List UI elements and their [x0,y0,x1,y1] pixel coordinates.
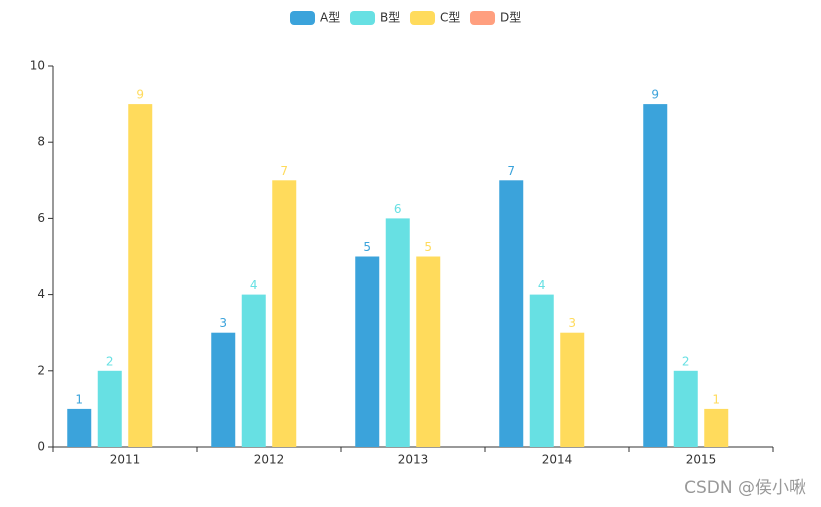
y-tick-label: 0 [37,440,45,454]
data-label: 1 [75,392,83,406]
data-label: 9 [651,88,659,102]
y-tick-label: 8 [37,135,45,149]
bar [643,104,668,447]
bar [272,180,297,448]
x-tick-label: 2012 [254,453,285,467]
bar [704,408,729,447]
legend-label: D型 [500,11,521,25]
y-tick-label: 10 [30,59,45,73]
y-tick-label: 6 [37,211,45,225]
bar [128,104,153,447]
bar [211,332,236,447]
y-tick-label: 2 [37,363,45,377]
watermark: CSDN @侯小啾 [684,478,806,498]
bar [416,256,441,447]
x-tick-label: 2013 [398,453,429,467]
bar [67,408,92,447]
y-tick-label: 4 [37,287,45,301]
legend-swatch [410,11,435,25]
data-label: 4 [538,278,546,292]
legend-swatch [350,11,375,25]
bar [560,332,585,447]
bar [499,180,524,448]
data-label: 5 [424,240,432,254]
x-tick-label: 2014 [542,453,573,467]
data-label: 4 [250,278,258,292]
data-label: 3 [568,316,576,330]
data-label: 7 [280,164,288,178]
x-tick-label: 2011 [110,453,141,467]
data-label: 9 [136,88,144,102]
legend-swatch [470,11,495,25]
data-label: 7 [507,164,515,178]
legend-label: A型 [320,11,340,25]
data-label: 2 [682,354,690,368]
bar [355,256,380,447]
data-label: 5 [363,240,371,254]
legend-swatch [290,11,315,25]
data-label: 2 [106,354,114,368]
legend-label: B型 [380,11,400,25]
bar [241,294,266,447]
bar [529,294,554,447]
bar [385,218,410,447]
bar [97,370,122,447]
legend-label: C型 [440,11,460,25]
data-label: 1 [712,392,720,406]
data-label: 3 [219,316,227,330]
data-label: 6 [394,202,402,216]
x-tick-label: 2015 [686,453,717,467]
bar [673,370,698,447]
